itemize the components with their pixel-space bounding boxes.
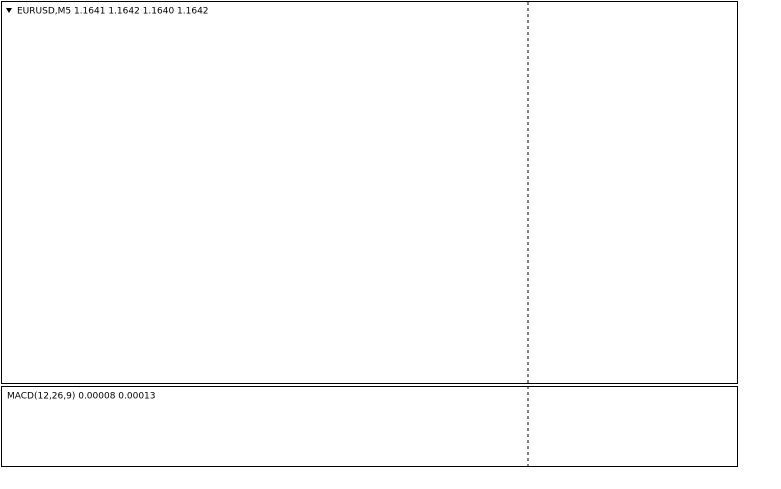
- collapse-icon: [6, 8, 12, 13]
- chart-title: EURUSD,M5 1.1641 1.1642 1.1640 1.1642: [17, 7, 209, 17]
- main-pane-frame: [1, 1, 738, 384]
- macd-pane-frame: [1, 386, 738, 467]
- macd-title: MACD(12,26,9) 0.00008 0.00013: [7, 392, 156, 402]
